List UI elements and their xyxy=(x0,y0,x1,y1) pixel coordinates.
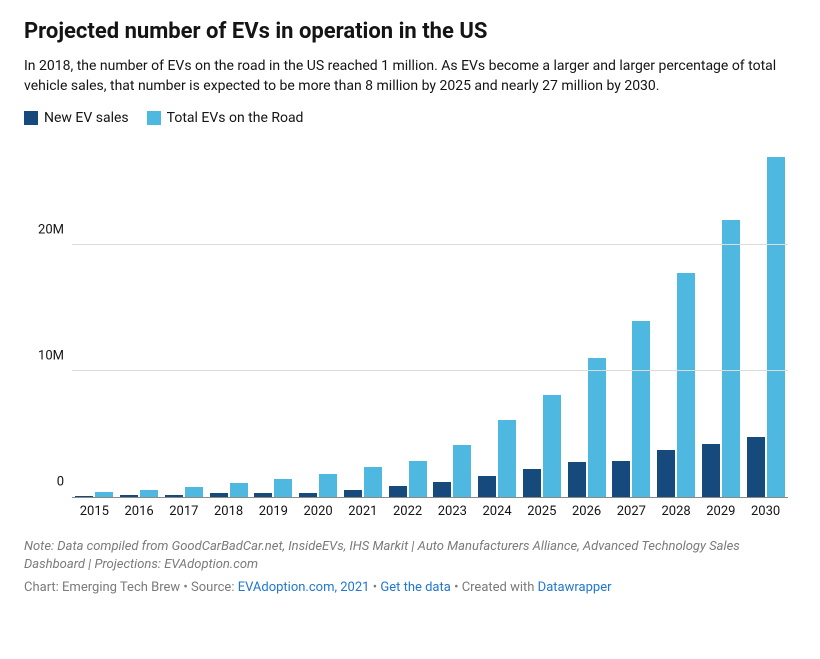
bar-new_ev_sales xyxy=(210,493,228,498)
bar-group xyxy=(743,144,788,497)
bar-group xyxy=(72,144,117,497)
bar-group xyxy=(430,144,475,497)
plot-region: 010M20M xyxy=(72,144,788,498)
x-axis: 2015201620172018201920202021202220232024… xyxy=(72,498,788,524)
bar-new_ev_sales xyxy=(389,486,407,497)
chart-credits: Chart: Emerging Tech Brew Source: EVAdop… xyxy=(24,580,796,595)
separator-dot xyxy=(454,580,462,595)
bar-new_ev_sales xyxy=(702,444,720,497)
x-tick-label: 2020 xyxy=(296,498,341,524)
bar-total_evs_on_road xyxy=(230,483,248,497)
chart-description: In 2018, the number of EVs on the road i… xyxy=(24,56,794,97)
bar-group xyxy=(206,144,251,497)
bar-total_evs_on_road xyxy=(588,358,606,497)
bar-group xyxy=(609,144,654,497)
separator-dot xyxy=(183,580,191,595)
legend-label: Total EVs on the Road xyxy=(167,110,304,126)
bar-new_ev_sales xyxy=(747,437,765,498)
x-tick-label: 2017 xyxy=(162,498,207,524)
x-tick-label: 2029 xyxy=(699,498,744,524)
y-tick-label: 0 xyxy=(57,475,72,490)
legend-label: New EV sales xyxy=(44,110,129,126)
credits-created-with-label: Created with xyxy=(462,580,538,595)
x-tick-label: 2019 xyxy=(251,498,296,524)
bar-total_evs_on_road xyxy=(543,395,561,497)
bar-group xyxy=(251,144,296,497)
bar-group xyxy=(475,144,520,497)
bar-new_ev_sales xyxy=(612,461,630,498)
bar-new_ev_sales xyxy=(299,493,317,497)
credits-chart-by: Emerging Tech Brew xyxy=(62,580,180,595)
x-tick-label: 2015 xyxy=(72,498,117,524)
x-tick-label: 2025 xyxy=(520,498,565,524)
chart-note: Note: Data compiled from GoodCarBadCar.n… xyxy=(24,538,796,574)
bar-group xyxy=(117,144,162,497)
bar-new_ev_sales xyxy=(433,482,451,497)
bar-group xyxy=(296,144,341,497)
bar-new_ev_sales xyxy=(254,493,272,497)
legend-swatch xyxy=(24,111,38,125)
bar-total_evs_on_road xyxy=(185,487,203,497)
bar-total_evs_on_road xyxy=(274,479,292,497)
datawrapper-link[interactable]: Datawrapper xyxy=(538,580,612,595)
x-tick-label: 2030 xyxy=(743,498,788,524)
x-tick-label: 2021 xyxy=(341,498,386,524)
legend-item-total-evs: Total EVs on the Road xyxy=(147,110,304,126)
bar-group xyxy=(564,144,609,497)
bar-total_evs_on_road xyxy=(632,321,650,498)
bar-new_ev_sales xyxy=(120,495,138,497)
bar-group xyxy=(162,144,207,497)
bar-group xyxy=(385,144,430,497)
x-tick-label: 2028 xyxy=(654,498,699,524)
bar-new_ev_sales xyxy=(165,495,183,498)
x-tick-label: 2018 xyxy=(206,498,251,524)
x-tick-label: 2016 xyxy=(117,498,162,524)
bar-new_ev_sales xyxy=(478,476,496,497)
bar-new_ev_sales xyxy=(657,450,675,497)
bar-total_evs_on_road xyxy=(364,467,382,497)
bar-new_ev_sales xyxy=(75,496,93,498)
chart-container: Projected number of EVs in operation in … xyxy=(0,0,820,615)
gridline xyxy=(72,244,788,245)
bar-total_evs_on_road xyxy=(319,474,337,497)
bar-total_evs_on_road xyxy=(677,273,695,497)
y-tick-label: 10M xyxy=(38,349,72,364)
x-tick-label: 2024 xyxy=(475,498,520,524)
bar-total_evs_on_road xyxy=(722,220,740,497)
legend-swatch xyxy=(147,111,161,125)
bar-total_evs_on_road xyxy=(498,420,516,497)
chart-plot-area: 010M20M 20152016201720182019202020212022… xyxy=(72,144,788,524)
source-link[interactable]: EVAdoption.com, 2021 xyxy=(238,580,370,595)
gridline xyxy=(72,370,788,371)
legend: New EV sales Total EVs on the Road xyxy=(24,110,796,126)
chart-title: Projected number of EVs in operation in … xyxy=(24,18,796,46)
bar-total_evs_on_road xyxy=(767,157,785,497)
bar-new_ev_sales xyxy=(344,490,362,498)
bars-layer xyxy=(72,144,788,497)
bar-group xyxy=(520,144,565,497)
bar-total_evs_on_road xyxy=(95,492,113,497)
legend-item-new-ev-sales: New EV sales xyxy=(24,110,129,126)
bar-group xyxy=(699,144,744,497)
x-tick-label: 2023 xyxy=(430,498,475,524)
credits-chart-by-label: Chart: xyxy=(24,580,62,595)
bar-new_ev_sales xyxy=(568,462,586,497)
bar-group xyxy=(341,144,386,497)
bar-total_evs_on_road xyxy=(140,490,158,498)
x-tick-label: 2026 xyxy=(564,498,609,524)
get-data-link[interactable]: Get the data xyxy=(380,580,450,595)
bar-total_evs_on_road xyxy=(453,445,471,497)
credits-source-label: Source: xyxy=(191,580,238,595)
bar-total_evs_on_road xyxy=(409,461,427,498)
x-tick-label: 2027 xyxy=(609,498,654,524)
y-tick-label: 20M xyxy=(38,222,72,237)
bar-group xyxy=(654,144,699,497)
x-tick-label: 2022 xyxy=(385,498,430,524)
bar-new_ev_sales xyxy=(523,469,541,497)
